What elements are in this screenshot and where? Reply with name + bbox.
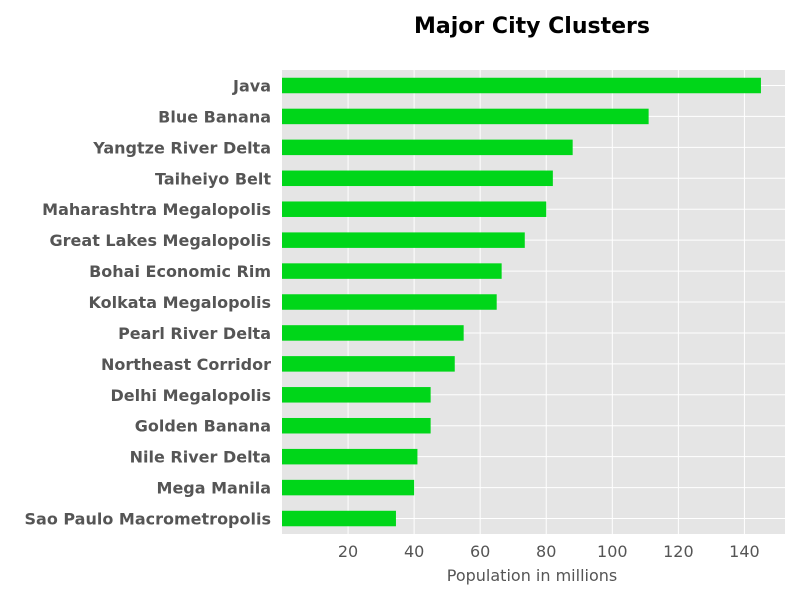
category-label: Blue Banana [158,107,271,126]
bar [282,201,547,217]
bars [282,77,761,527]
category-label: Pearl River Delta [118,324,271,343]
x-axis-label: Population in millions [447,566,617,585]
chart-title: Major City Clusters [414,14,650,39]
category-label: Mega Manila [157,479,271,498]
category-label: Delhi Megalopolis [111,386,272,405]
category-label: Northeast Corridor [101,355,271,374]
bar [282,479,415,496]
bar [282,108,649,125]
bar [282,510,396,527]
bar [282,263,502,279]
category-label: Yangtze River Delta [92,138,271,157]
bar [282,294,497,310]
bar [282,387,431,403]
x-tick-label: 100 [597,542,628,561]
bar [282,325,464,341]
x-tick-label: 60 [470,542,490,561]
bar [282,356,455,372]
x-axis-ticks: 20 40 60 80 100 120 140 [338,542,760,561]
category-labels: Java Blue Banana Yangtze River Delta Taihei… [25,77,272,529]
category-label: Nile River Delta [130,448,271,467]
x-tick-label: 20 [338,542,358,561]
bar [282,417,431,434]
category-label: Bohai Economic Rim [89,262,271,281]
x-tick-label: 140 [729,542,760,561]
category-label: Great Lakes Megalopolis [50,231,271,250]
bar [282,232,525,248]
bar [282,139,573,156]
category-label: Sao Paulo Macrometropolis [25,510,272,529]
x-tick-label: 80 [536,542,556,561]
category-label: Golden Banana [135,417,271,436]
category-label: Kolkata Megalopolis [89,293,271,312]
x-tick-label: 40 [404,542,424,561]
category-label: Maharashtra Megalopolis [42,200,271,219]
bar [282,448,418,465]
bar [282,170,553,187]
bar [282,77,761,94]
category-label: Java [232,77,271,96]
category-label: Taiheiyo Belt [155,169,271,188]
x-tick-label: 120 [663,542,694,561]
